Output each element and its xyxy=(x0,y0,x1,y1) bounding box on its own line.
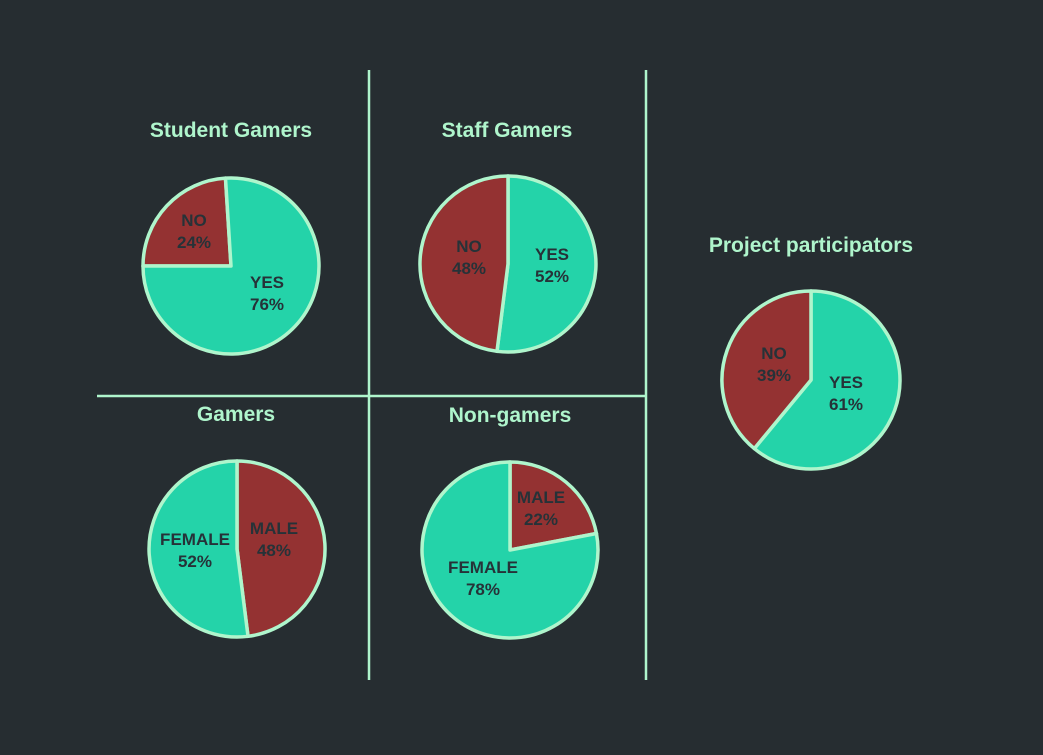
chart-title-student-gamers: Student Gamers xyxy=(149,119,313,142)
pie-staff-gamers xyxy=(418,174,598,354)
slice-label-value: 61% xyxy=(828,395,864,414)
pie-charts xyxy=(141,174,902,640)
slice-label-staff-gamers-yes: YES 52% xyxy=(535,244,569,288)
slice-label-name: YES xyxy=(534,245,570,264)
slice-label-name: YES xyxy=(828,373,864,392)
pie-slice-project-participators-yes xyxy=(752,289,902,471)
grid-dividers xyxy=(97,70,648,680)
slice-label-value: 22% xyxy=(523,510,559,529)
slice-label-gamers-male: MALE 48% xyxy=(250,518,298,562)
pie-slice-non-gamers-female xyxy=(420,460,600,640)
slice-label-name: YES xyxy=(249,273,285,292)
slice-label-student-gamers-no: NO 24% xyxy=(177,210,211,254)
slice-label-name: MALE xyxy=(516,488,566,507)
pie-slice-non-gamers-male xyxy=(508,460,599,552)
slice-label-value: 78% xyxy=(465,580,501,599)
slice-label-value: 52% xyxy=(534,267,570,286)
pie-slice-student-gamers-no xyxy=(141,176,233,268)
chart-title-project-participators: Project participators xyxy=(708,234,914,257)
chart-title-gamers: Gamers xyxy=(196,403,276,426)
slice-label-value: 48% xyxy=(256,541,292,560)
slice-label-name: NO xyxy=(181,211,207,230)
pie-slice-staff-gamers-yes xyxy=(495,174,598,354)
slice-label-staff-gamers-no: NO 48% xyxy=(452,236,486,280)
slice-label-value: 48% xyxy=(451,259,487,278)
pie-slice-gamers-female xyxy=(147,459,250,639)
slice-label-name: FEMALE xyxy=(448,558,518,577)
pie-slice-student-gamers-yes xyxy=(141,176,321,356)
chart-title-staff-gamers: Staff Gamers xyxy=(441,119,573,142)
slice-label-non-gamers-male: MALE 22% xyxy=(517,487,565,531)
pie-non-gamers xyxy=(420,460,600,640)
slice-label-name: NO xyxy=(456,237,482,256)
pie-gamers xyxy=(147,459,327,639)
slice-label-name: NO xyxy=(761,344,787,363)
slice-label-student-gamers-yes: YES 76% xyxy=(250,272,284,316)
slice-label-value: 52% xyxy=(177,552,213,571)
slice-label-value: 39% xyxy=(756,366,792,385)
slice-label-name: FEMALE xyxy=(160,530,230,549)
slice-label-project-participators-yes: YES 61% xyxy=(829,372,863,416)
pie-slice-gamers-male xyxy=(235,459,327,639)
slice-label-value: 24% xyxy=(176,233,212,252)
slice-label-gamers-female: FEMALE 52% xyxy=(160,529,230,573)
pie-slice-project-participators-no xyxy=(720,289,813,451)
chart-title-non-gamers: Non-gamers xyxy=(448,404,572,427)
slice-label-value: 76% xyxy=(249,295,285,314)
slice-label-non-gamers-female: FEMALE 78% xyxy=(448,557,518,601)
pie-student-gamers xyxy=(141,176,321,356)
pie-project-participators xyxy=(720,289,902,471)
slice-label-name: MALE xyxy=(249,519,299,538)
pie-slice-staff-gamers-no xyxy=(418,174,510,354)
slice-label-project-participators-no: NO 39% xyxy=(757,343,791,387)
